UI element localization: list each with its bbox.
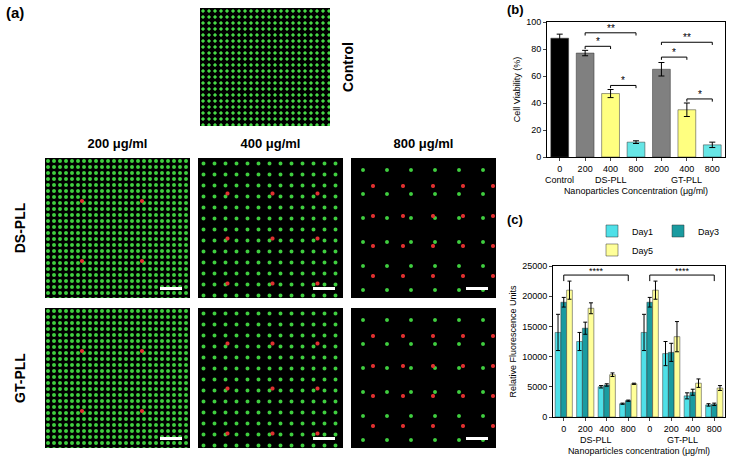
- svg-text:400: 400: [679, 164, 694, 174]
- html-text:200 μg/ml: 200 μg/ml: [87, 136, 148, 151]
- svg-text:****: ****: [589, 266, 604, 276]
- svg-text:Control: Control: [545, 175, 574, 185]
- html-text:GT-PLL: GT-PLL: [12, 353, 28, 403]
- svg-text:800: 800: [621, 424, 636, 434]
- svg-text:Day3: Day3: [698, 227, 719, 237]
- svg-text:DS-PLL: DS-PLL: [580, 435, 612, 445]
- svg-text:200: 200: [654, 164, 669, 174]
- svg-text:*: *: [698, 89, 702, 100]
- svg-text:DS-PLL: DS-PLL: [595, 175, 627, 185]
- svg-text:25000: 25000: [522, 261, 547, 271]
- svg-text:0: 0: [561, 424, 566, 434]
- svg-text:0: 0: [647, 424, 652, 434]
- svg-text:800: 800: [707, 424, 722, 434]
- svg-text:400: 400: [685, 424, 700, 434]
- svg-text:Day1: Day1: [632, 227, 653, 237]
- svg-text:800: 800: [705, 164, 720, 174]
- svg-text:20: 20: [531, 125, 541, 135]
- html-text:(c): (c): [507, 212, 523, 227]
- svg-text:*: *: [596, 36, 600, 47]
- svg-text:GT-PLL: GT-PLL: [671, 175, 702, 185]
- svg-text:*: *: [672, 47, 676, 58]
- svg-text:0: 0: [536, 152, 541, 162]
- svg-text:Nanoparticles concentration (μ: Nanoparticles concentration (μg/ml): [568, 446, 710, 456]
- html-text:800 μg/ml: 800 μg/ml: [393, 136, 454, 151]
- svg-text:0: 0: [557, 164, 562, 174]
- svg-text:40: 40: [531, 98, 541, 108]
- svg-text:**: **: [683, 32, 691, 43]
- svg-text:*: *: [621, 75, 625, 86]
- svg-text:80: 80: [531, 44, 541, 54]
- svg-text:60: 60: [531, 71, 541, 81]
- html-text:(b): (b): [507, 2, 524, 17]
- svg-text:400: 400: [603, 164, 618, 174]
- svg-text:400: 400: [599, 424, 614, 434]
- svg-text:800: 800: [628, 164, 643, 174]
- html-text:(a): (a): [6, 4, 25, 21]
- svg-text:200: 200: [664, 424, 679, 434]
- svg-text:200: 200: [578, 424, 593, 434]
- svg-text:200: 200: [578, 164, 593, 174]
- svg-text:15000: 15000: [522, 322, 547, 332]
- svg-text:100: 100: [526, 17, 541, 27]
- html-text:Control: Control: [340, 42, 356, 92]
- svg-text:0: 0: [542, 412, 547, 422]
- html-text:DS-PLL: DS-PLL: [12, 202, 28, 254]
- svg-text:****: ****: [675, 266, 690, 276]
- svg-text:GT-PLL: GT-PLL: [667, 435, 698, 445]
- svg-text:Nanoparticles Concentration (μ: Nanoparticles Concentration (μg/ml): [564, 186, 708, 196]
- html-text:400 μg/ml: 400 μg/ml: [240, 136, 301, 151]
- svg-text:10000: 10000: [522, 352, 547, 362]
- svg-text:Day5: Day5: [632, 246, 653, 256]
- svg-text:5000: 5000: [527, 382, 547, 392]
- svg-text:Cell Viability (%): Cell Viability (%): [512, 57, 522, 122]
- svg-text:20000: 20000: [522, 291, 547, 301]
- svg-text:Relative Fluorescence Units: Relative Fluorescence Units: [508, 285, 518, 398]
- svg-text:**: **: [607, 23, 615, 34]
